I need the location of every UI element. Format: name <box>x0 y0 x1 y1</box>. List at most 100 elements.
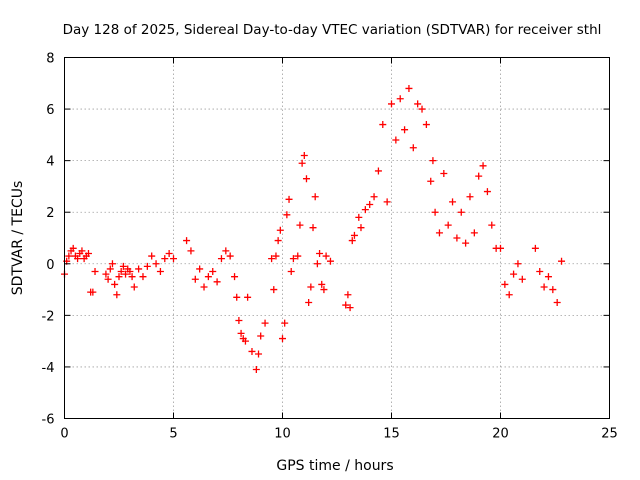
data-point <box>475 172 483 180</box>
data-point <box>196 265 204 273</box>
data-point <box>113 291 121 299</box>
data-point <box>261 319 269 327</box>
data-point <box>111 280 119 288</box>
data-point <box>285 195 293 203</box>
x-tick-label: 15 <box>383 427 400 442</box>
data-point <box>466 193 474 201</box>
data-point <box>270 286 278 294</box>
data-point <box>309 224 317 232</box>
y-tick-label: -4 <box>42 361 55 376</box>
data-point <box>514 260 522 268</box>
data-point <box>505 291 513 299</box>
x-tick-label: 10 <box>274 427 291 442</box>
data-point <box>204 273 212 281</box>
data-point <box>313 260 321 268</box>
data-point <box>483 188 491 196</box>
data-point <box>252 366 260 374</box>
data-point <box>209 268 217 276</box>
data-point <box>383 198 391 206</box>
data-point <box>392 136 400 144</box>
data-point <box>287 268 295 276</box>
data-point <box>255 350 263 358</box>
data-point <box>298 159 306 167</box>
data-point <box>84 249 92 257</box>
data-point <box>429 157 437 165</box>
data-point <box>200 283 208 291</box>
data-point <box>289 255 297 263</box>
data-point <box>300 151 308 159</box>
data-point <box>272 252 280 260</box>
data-point <box>401 126 409 134</box>
data-point <box>488 221 496 229</box>
data-point <box>235 317 243 325</box>
data-point <box>276 226 284 234</box>
data-point <box>405 84 413 92</box>
data-point <box>143 262 151 270</box>
data-point <box>350 231 358 239</box>
data-point <box>283 211 291 219</box>
data-point <box>217 255 225 263</box>
data-point <box>65 252 73 260</box>
data-point <box>128 273 136 281</box>
y-axis-label: SDTVAR / TECUs <box>10 181 26 296</box>
data-point <box>311 193 319 201</box>
data-point <box>409 144 417 152</box>
data-point <box>444 221 452 229</box>
data-point <box>165 249 173 257</box>
data-point <box>374 167 382 175</box>
data-point <box>370 193 378 201</box>
data-point <box>91 268 99 276</box>
data-point <box>418 105 426 113</box>
data-point <box>248 347 256 355</box>
data-point <box>449 198 457 206</box>
data-point <box>501 280 509 288</box>
y-tick-label: -2 <box>42 309 55 324</box>
y-tick-label: 4 <box>46 155 54 170</box>
y-tick-label: 2 <box>46 206 54 221</box>
data-point <box>281 319 289 327</box>
data-point <box>161 255 169 263</box>
data-point <box>244 293 252 301</box>
data-point <box>457 208 465 216</box>
data-point <box>348 237 356 245</box>
data-point <box>544 273 552 281</box>
data-point <box>126 268 134 276</box>
data-point <box>531 244 539 252</box>
data-point <box>102 270 110 278</box>
data-point <box>74 255 82 263</box>
data-point <box>305 298 313 306</box>
data-point <box>148 252 156 260</box>
data-point <box>326 257 334 265</box>
data-point <box>549 286 557 294</box>
y-tick-label: 0 <box>46 258 54 273</box>
data-point <box>122 270 130 278</box>
data-point <box>78 247 86 255</box>
data-point <box>106 265 114 273</box>
data-point <box>294 252 302 260</box>
x-tick-label: 5 <box>169 427 177 442</box>
data-point <box>241 337 249 345</box>
data-point <box>191 275 199 283</box>
data-point <box>470 229 478 237</box>
x-tick-label: 0 <box>60 427 68 442</box>
grid-lines <box>64 57 610 419</box>
data-point <box>156 268 164 276</box>
data-point <box>279 335 286 343</box>
data-point <box>414 100 422 108</box>
data-point <box>536 268 544 276</box>
data-point <box>510 270 518 278</box>
y-tick-label: -6 <box>42 413 55 428</box>
data-point <box>553 298 561 306</box>
data-point <box>139 273 147 281</box>
data-point <box>435 229 443 237</box>
x-tick-label: 25 <box>601 427 618 442</box>
data-point <box>135 265 143 273</box>
data-point <box>108 260 116 268</box>
data-point <box>183 237 191 245</box>
y-tick-label: 8 <box>46 52 54 67</box>
data-point <box>388 100 395 108</box>
data-points <box>61 84 566 374</box>
data-point <box>440 170 448 178</box>
data-point <box>361 206 369 214</box>
data-point <box>316 249 324 257</box>
